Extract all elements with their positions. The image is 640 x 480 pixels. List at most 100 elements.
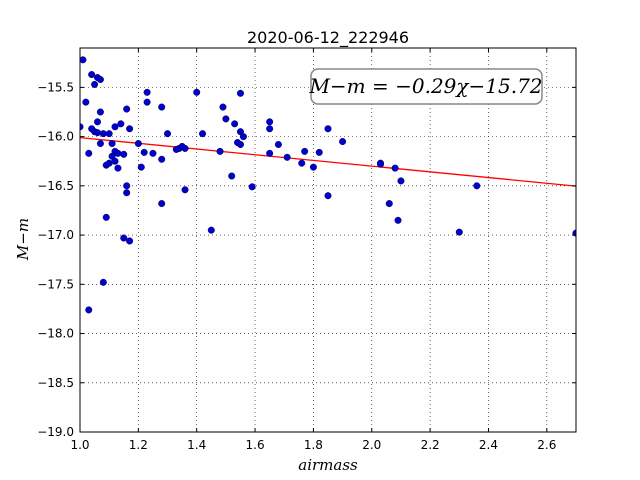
- data-point: [91, 80, 99, 88]
- data-point: [80, 123, 84, 131]
- x-tick-label: 2.0: [362, 438, 381, 452]
- y-tick-label: −16.0: [37, 130, 74, 144]
- x-tick-label: 2.2: [421, 438, 440, 452]
- data-point: [134, 140, 142, 148]
- data-point: [301, 147, 309, 155]
- y-tick-label: −18.5: [37, 376, 74, 390]
- data-point: [385, 200, 393, 208]
- data-point: [266, 149, 274, 157]
- data-point: [140, 148, 148, 156]
- data-point: [266, 118, 274, 126]
- plot-background: [80, 48, 576, 432]
- data-point: [164, 130, 172, 138]
- y-tick-label: −16.5: [37, 179, 74, 193]
- data-point: [207, 226, 215, 234]
- data-point: [236, 89, 244, 97]
- data-point: [105, 159, 113, 167]
- plot-area: 1.0 1.2 1.4 1.6 1.8 2.0 2.2 2.4 2.6 −15.5 −16.0 −16…: [37, 47, 577, 452]
- y-tick-label: −15.5: [37, 80, 74, 94]
- y-tick-label: −17.5: [37, 277, 74, 291]
- chart-title: 2020-06-12_222946: [247, 28, 409, 48]
- data-point: [111, 123, 119, 131]
- data-point: [158, 155, 166, 163]
- data-point: [248, 183, 256, 191]
- equation-annotation: M−m = −0.29χ−15.72: [308, 68, 543, 105]
- y-tick-label: −19.0: [37, 425, 74, 439]
- x-tick-label: 1.2: [129, 438, 148, 452]
- data-point: [94, 118, 102, 126]
- data-point: [96, 76, 104, 84]
- data-point: [80, 56, 87, 64]
- data-point: [117, 120, 125, 128]
- axis-ticks: 1.0 1.2 1.4 1.6 1.8 2.0 2.2 2.4 2.6 −15.5 −16.0 −16…: [37, 48, 576, 452]
- equation-text: M−m = −0.29χ−15.72: [308, 74, 542, 98]
- y-tick-label: −17.0: [37, 228, 74, 242]
- x-tick-label: 1.8: [304, 438, 323, 452]
- data-point: [339, 138, 347, 146]
- data-point: [88, 71, 96, 79]
- data-point: [216, 147, 224, 155]
- data-point: [231, 120, 239, 128]
- y-tick-label: −18.0: [37, 327, 74, 341]
- x-axis-label: airmass: [298, 456, 358, 474]
- data-point: [99, 130, 107, 138]
- data-point: [85, 149, 93, 157]
- data-point: [397, 177, 405, 185]
- data-point: [222, 115, 230, 123]
- data-point: [120, 150, 128, 158]
- data-point: [123, 182, 131, 190]
- data-point: [181, 144, 189, 152]
- data-point: [236, 140, 244, 148]
- data-point: [274, 140, 282, 148]
- data-point: [143, 98, 151, 106]
- data-point: [126, 237, 134, 245]
- data-point: [120, 234, 128, 242]
- data-point: [266, 125, 274, 133]
- data-point: [309, 163, 317, 171]
- data-point: [455, 228, 463, 236]
- data-point: [102, 213, 110, 221]
- data-point: [473, 182, 481, 190]
- equation-box: [310, 68, 543, 105]
- x-tick-label: 2.6: [537, 438, 556, 452]
- data-point: [126, 125, 134, 133]
- data-points: [80, 56, 576, 314]
- data-point: [85, 306, 93, 314]
- data-point: [239, 133, 247, 141]
- fit-line: [80, 136, 576, 187]
- data-point: [394, 216, 402, 224]
- data-point: [114, 149, 122, 157]
- data-point: [377, 160, 385, 168]
- data-point: [193, 88, 201, 96]
- data-point: [108, 140, 116, 148]
- data-point: [123, 189, 131, 197]
- data-point: [324, 192, 332, 200]
- data-point: [137, 163, 145, 171]
- data-point: [123, 105, 131, 113]
- data-point: [283, 153, 291, 161]
- data-point: [105, 130, 113, 138]
- data-point: [96, 108, 104, 116]
- data-point: [181, 186, 189, 194]
- data-point: [219, 103, 227, 111]
- plot-frame: [79, 47, 577, 433]
- data-point: [96, 140, 104, 148]
- data-point: [324, 125, 332, 133]
- data-point: [82, 98, 90, 106]
- data-point: [199, 130, 207, 138]
- x-tick-label: 1.0: [70, 438, 89, 452]
- data-point: [143, 88, 151, 96]
- data-point: [94, 129, 102, 137]
- x-tick-label: 2.4: [479, 438, 498, 452]
- x-tick-label: 1.4: [187, 438, 206, 452]
- x-tick-label: 1.6: [246, 438, 265, 452]
- data-point: [111, 157, 119, 165]
- data-point: [158, 200, 166, 208]
- data-point: [149, 149, 157, 157]
- data-point: [298, 159, 306, 167]
- grid: [79, 48, 576, 433]
- data-point: [228, 172, 236, 180]
- data-point: [114, 164, 122, 172]
- y-axis-label: M−m: [14, 218, 32, 261]
